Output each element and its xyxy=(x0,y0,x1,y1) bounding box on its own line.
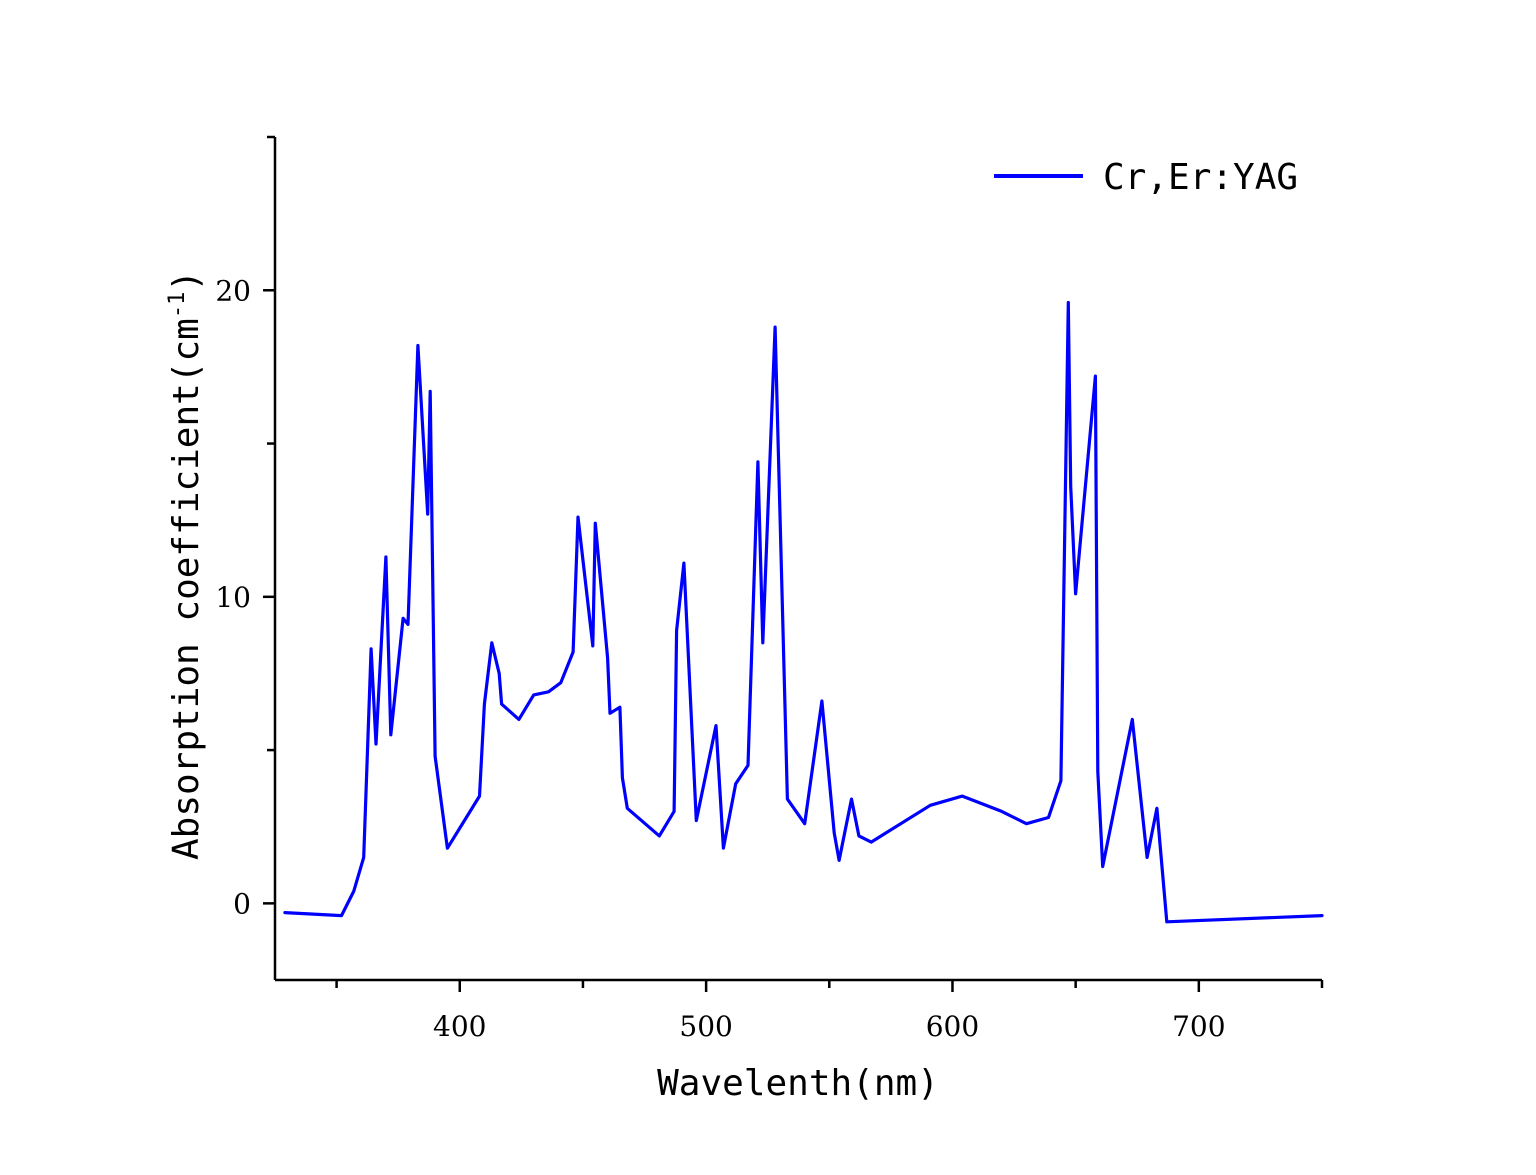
x-tick-label: 600 xyxy=(926,1010,979,1043)
axes xyxy=(273,137,1322,982)
y-tick-label: 20 xyxy=(215,274,251,307)
y-tick-label: 10 xyxy=(215,581,251,614)
y-axis-title: Absorption coefficient(cm-1) xyxy=(165,270,207,860)
legend-label: Cr,Er:YAG xyxy=(1103,157,1298,198)
ticks: 400 500 600 700 0 10 20 xyxy=(215,135,1324,1043)
x-tick-label: 400 xyxy=(433,1010,486,1043)
series-line-0 xyxy=(283,300,1324,924)
x-tick-label: 500 xyxy=(679,1010,732,1043)
y-axis-title-sup: -1 xyxy=(165,292,190,319)
x-axis-title: Wavelenth(nm) xyxy=(657,1063,939,1104)
series-layer xyxy=(283,300,1324,924)
legend: Cr,Er:YAG xyxy=(994,157,1298,198)
y-axis-title-close: ) xyxy=(166,270,207,292)
y-axis-title-main: Absorption coefficient(cm xyxy=(166,318,207,860)
x-tick-label: 700 xyxy=(1172,1010,1225,1043)
y-tick-label: 0 xyxy=(233,887,251,920)
